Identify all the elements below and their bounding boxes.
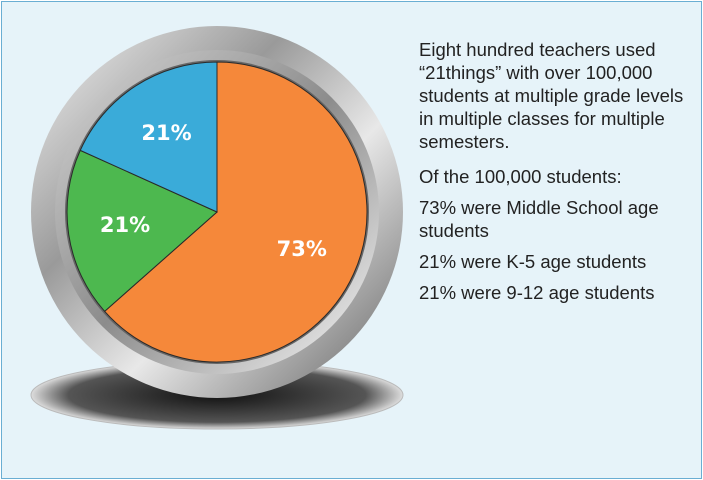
slice-label: 73% — [277, 237, 327, 261]
slice-label: 21% — [100, 213, 150, 237]
slice — [79, 61, 218, 213]
item: 21% were K-5 age students — [419, 251, 647, 272]
lead: Of the 100,000 students: — [419, 166, 622, 187]
chart: 73% 21% 21% — [30, 26, 404, 430]
item: 73% were Middle School age students — [419, 197, 659, 241]
slice — [66, 149, 218, 313]
item: 21% were 9-12 age students — [419, 282, 655, 303]
items: 73% were Middle School age students 21% w… — [419, 196, 691, 304]
text-block: Eight hundred teachers used “21things” w… — [419, 38, 691, 312]
intro: Eight hundred teachers used “21things” w… — [419, 39, 684, 152]
slice-label: 21% — [141, 121, 191, 145]
slice — [103, 61, 368, 363]
